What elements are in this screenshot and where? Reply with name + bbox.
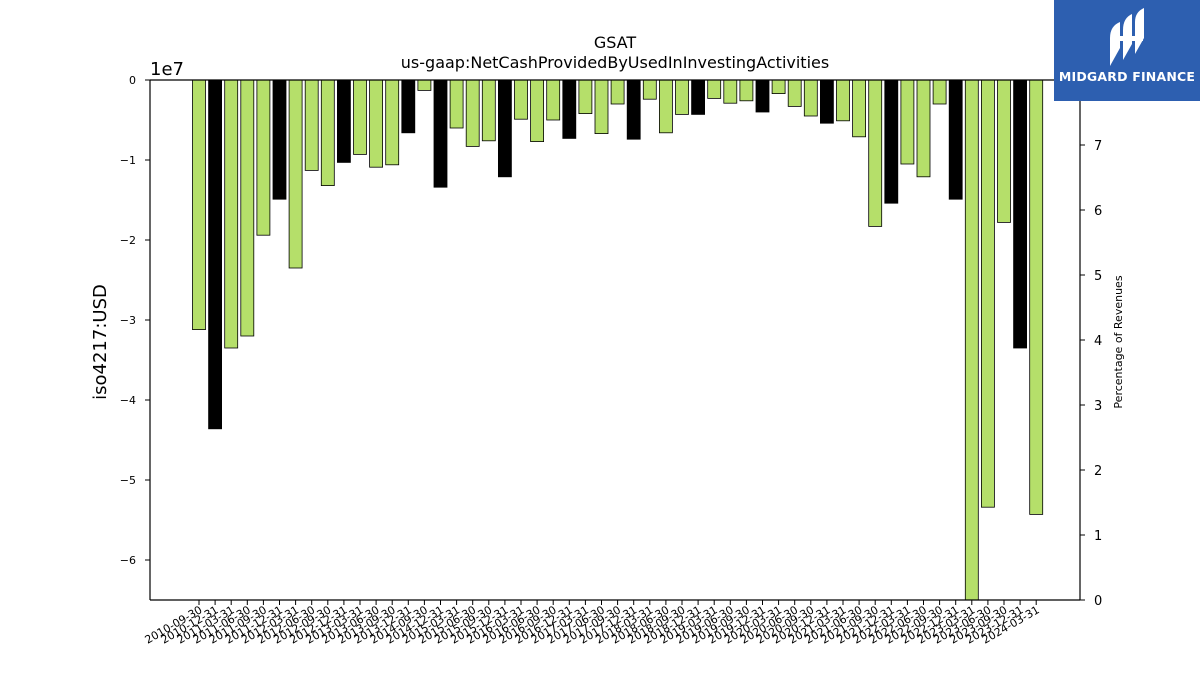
bar-2020-09-30 [803, 79, 818, 117]
bar-2012-03-31 [288, 79, 303, 269]
bar-2019-09-30 [739, 79, 754, 102]
bar-2023-06-30 [981, 79, 995, 508]
y-axis-label: iso4217:USD [90, 284, 111, 400]
y2-tick-label: 6 [1094, 204, 1102, 219]
y-ticks: 0 −1 −2 −3 −4 −5 −6 [120, 74, 150, 567]
bar-2019-03-31 [707, 79, 722, 99]
bar-2013-09-30 [385, 79, 400, 166]
bar-2016-09-30 [546, 79, 561, 121]
bar-2011-03-31 [224, 79, 239, 349]
bar-2018-03-31 [642, 79, 657, 100]
bar-2021-06-30 [852, 79, 866, 138]
y2-tick-label: 3 [1094, 399, 1102, 414]
bar-2018-06-30 [659, 79, 673, 134]
bar-2023-12-31 [1013, 79, 1027, 349]
bar-2017-12-31 [626, 79, 641, 140]
bar-2012-09-30 [320, 79, 335, 186]
y-tick-label: −3 [120, 314, 136, 327]
y2-tick-label: 1 [1094, 529, 1102, 544]
bar-2019-06-30 [723, 79, 738, 104]
bar-2014-12-31 [433, 79, 448, 188]
bar-2014-09-30 [417, 79, 432, 91]
brand-name: MIDGARD FINANCE [1058, 69, 1196, 84]
y2-tick-label: 4 [1094, 334, 1102, 349]
bar-2020-06-30 [787, 79, 802, 107]
y-tick-label: −4 [120, 394, 136, 407]
y-tick-label: −6 [120, 554, 136, 567]
bar-2021-03-31 [836, 79, 850, 122]
y-tick-label: −5 [120, 474, 136, 487]
bar-2012-06-30 [304, 79, 319, 171]
bar-2021-09-30 [868, 79, 883, 227]
x-ticks: 2010-09-302010-12-312011-03-312011-06-30… [143, 600, 1042, 647]
bar-2023-03-31 [964, 79, 979, 601]
bar-2013-03-31 [353, 79, 367, 155]
bar-2011-12-31 [272, 79, 287, 200]
bar-2017-06-30 [594, 79, 609, 134]
bar-2015-09-30 [481, 79, 496, 142]
bar-2018-09-30 [675, 79, 689, 115]
bar-2022-03-31 [900, 79, 915, 165]
y2-axis-label: Percentage of Revenues [1112, 275, 1125, 408]
bar-2012-12-31 [336, 79, 351, 163]
bar-2022-06-30 [916, 79, 931, 178]
bar-2022-09-30 [932, 79, 947, 105]
y-tick-label: −2 [120, 234, 136, 247]
bar-2016-12-31 [562, 79, 577, 139]
midgard-logo-icon [1110, 8, 1144, 66]
y2-tick-label: 5 [1094, 269, 1102, 284]
bar-2023-09-30 [997, 79, 1011, 223]
y2-ticks: 0 1 2 3 4 5 6 7 [1080, 139, 1102, 609]
y2-tick-label: 2 [1094, 464, 1102, 479]
bar-2020-03-31 [771, 79, 786, 95]
bar-2024-03-31 [1029, 79, 1044, 515]
y2-tick-label: 0 [1094, 594, 1102, 609]
y-tick-label: 0 [129, 74, 136, 87]
bar-2016-03-31 [514, 79, 528, 120]
bar-2018-12-31 [691, 79, 705, 115]
bar-2017-03-31 [578, 79, 593, 114]
bar-2010-09-30 [192, 79, 206, 331]
bar-2015-12-31 [497, 79, 512, 178]
bar-2022-12-31 [948, 79, 963, 200]
bar-2020-12-31 [820, 79, 834, 124]
y-offset-label: 1e7 [150, 59, 184, 80]
bar-2021-12-31 [884, 79, 899, 204]
bar-2015-06-30 [465, 79, 480, 147]
bar-2019-12-31 [755, 79, 770, 113]
y-tick-label: −1 [120, 154, 136, 167]
chart-subtitle: us-gaap:NetCashProvidedByUsedInInvesting… [401, 53, 829, 72]
brand-logo: MIDGARD FINANCE [1054, 0, 1200, 101]
bars-group [192, 79, 1044, 601]
bar-2017-09-30 [610, 79, 625, 105]
y2-tick-label: 7 [1094, 139, 1102, 154]
chart-title: GSAT [594, 33, 637, 52]
bar-2015-03-31 [449, 79, 464, 129]
bar-2016-06-30 [530, 79, 544, 142]
bar-2010-12-31 [208, 79, 223, 430]
bar-2011-06-30 [240, 79, 255, 337]
bar-2013-06-30 [369, 79, 384, 168]
bar-2013-12-31 [401, 79, 416, 134]
bar-2011-09-30 [256, 79, 271, 236]
